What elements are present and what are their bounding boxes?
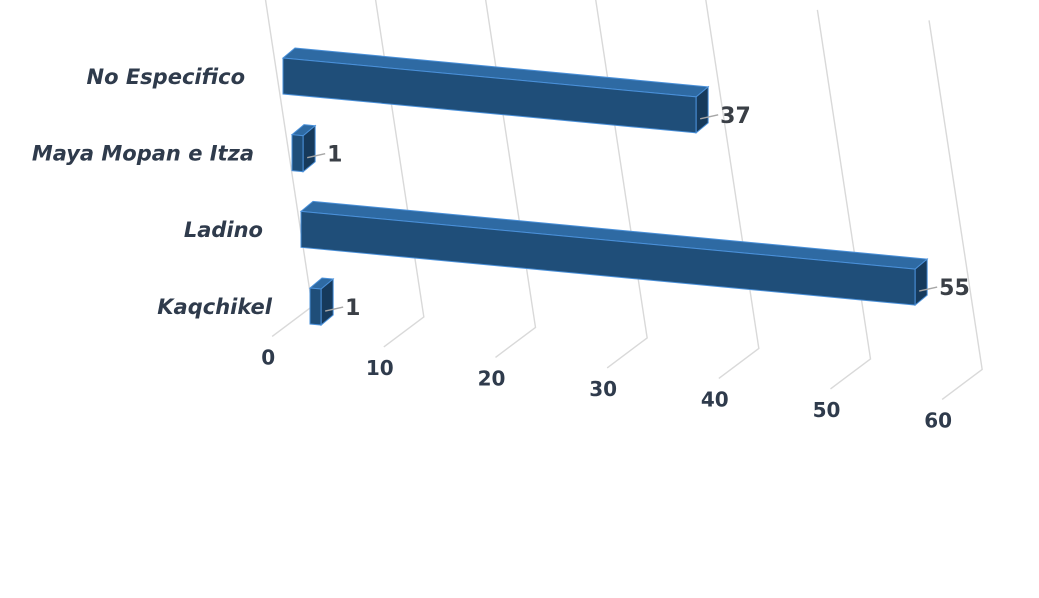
bar-side-face bbox=[914, 258, 928, 307]
category-label: Maya Mopan e Itza bbox=[32, 141, 254, 165]
gridline bbox=[484, 0, 537, 358]
data-label: 1 bbox=[327, 143, 342, 168]
x-tick-label: 60 bbox=[924, 408, 952, 432]
bar-side-face bbox=[695, 85, 709, 134]
category-label: No Especifico bbox=[87, 65, 245, 89]
gridline bbox=[928, 20, 983, 400]
bar-kaqchikel bbox=[308, 277, 335, 327]
category-label: Kaqchikel bbox=[157, 295, 273, 319]
data-label: 1 bbox=[345, 296, 360, 321]
x-tick-label: 50 bbox=[813, 398, 841, 422]
category-label: Ladino bbox=[184, 218, 263, 242]
x-tick-label: 10 bbox=[366, 356, 394, 380]
gridline bbox=[374, 0, 425, 348]
gridline bbox=[705, 0, 760, 379]
x-tick-label: 40 bbox=[701, 387, 729, 411]
x-tick-label: 30 bbox=[589, 377, 617, 401]
bar-no-especifico bbox=[281, 47, 710, 134]
data-label: 55 bbox=[939, 276, 970, 301]
data-label-leader bbox=[700, 114, 719, 120]
data-label-leader bbox=[919, 286, 938, 292]
bars bbox=[281, 47, 929, 327]
x-tick-label: 0 bbox=[261, 345, 275, 369]
data-label: 37 bbox=[720, 104, 751, 129]
bar-side-face bbox=[320, 277, 334, 327]
gridline bbox=[816, 9, 872, 390]
data-label-leader bbox=[307, 153, 326, 159]
bar-front-face bbox=[291, 134, 304, 173]
bar-maya-mopan-e-itza bbox=[290, 124, 317, 173]
bar-side-face bbox=[302, 124, 316, 173]
data-label-leader bbox=[325, 306, 344, 312]
bar-ladino bbox=[299, 200, 929, 307]
x-tick-label: 20 bbox=[478, 366, 506, 390]
gridline bbox=[595, 0, 648, 369]
bar-front-face bbox=[309, 287, 322, 326]
labels: 0 10 20 30 40 50 60 37 No Especifico 1 Maya Mopan … bbox=[32, 65, 970, 433]
